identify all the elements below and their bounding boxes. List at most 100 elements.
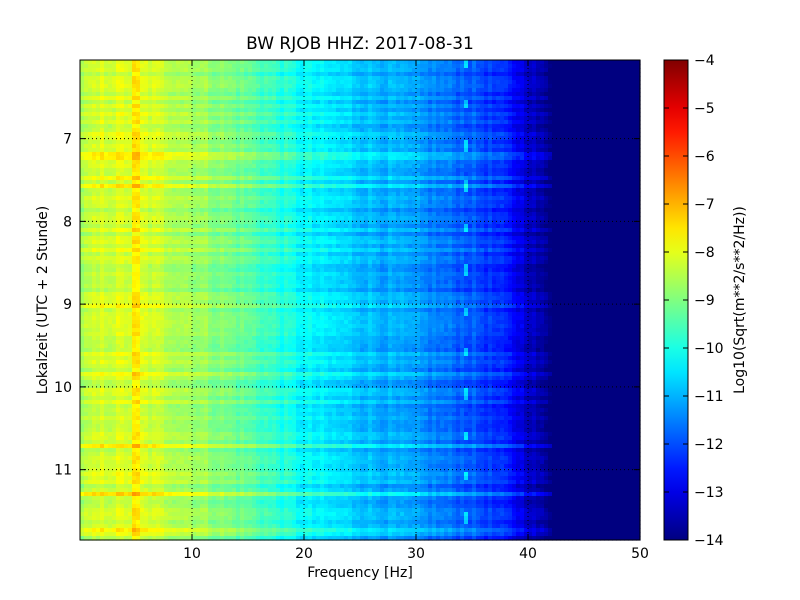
heatmap-cell bbox=[264, 84, 269, 89]
heatmap-cell bbox=[320, 132, 325, 137]
heatmap-cell bbox=[496, 60, 501, 65]
heatmap-cell bbox=[376, 132, 381, 137]
heatmap-cell bbox=[132, 132, 137, 137]
heatmap-cell bbox=[420, 100, 425, 105]
heatmap-cell bbox=[576, 172, 581, 177]
heatmap-cell bbox=[356, 128, 361, 133]
heatmap-cell bbox=[504, 180, 509, 185]
heatmap-cell bbox=[504, 148, 509, 153]
heatmap-cell bbox=[204, 196, 209, 201]
heatmap-cell bbox=[92, 180, 97, 185]
heatmap-cell bbox=[632, 188, 637, 193]
heatmap-cell bbox=[292, 160, 297, 165]
heatmap-cell bbox=[568, 112, 573, 117]
heatmap-cell bbox=[552, 176, 557, 181]
heatmap-cell bbox=[248, 120, 253, 125]
heatmap-cell bbox=[264, 80, 269, 85]
heatmap-cell bbox=[168, 160, 173, 165]
heatmap-cell bbox=[488, 68, 493, 73]
heatmap-cell bbox=[280, 108, 285, 113]
heatmap-cell bbox=[612, 196, 617, 201]
heatmap-cell bbox=[312, 76, 317, 81]
heatmap-cell bbox=[180, 100, 185, 105]
heatmap-cell bbox=[252, 196, 257, 201]
chart-title: BW RJOB HHZ: 2017-08-31 bbox=[246, 34, 474, 54]
heatmap-cell bbox=[276, 64, 281, 69]
heatmap-cell bbox=[444, 88, 449, 93]
heatmap-cell bbox=[480, 104, 485, 109]
heatmap-cell bbox=[620, 96, 625, 101]
heatmap-cell bbox=[208, 188, 213, 193]
heatmap-cell bbox=[548, 76, 553, 81]
heatmap-cell bbox=[600, 180, 605, 185]
heatmap-cell bbox=[448, 100, 453, 105]
heatmap-cell bbox=[520, 156, 525, 161]
heatmap-cell bbox=[200, 172, 205, 177]
heatmap-cell bbox=[304, 144, 309, 149]
heatmap-cell bbox=[536, 148, 541, 153]
heatmap-cell bbox=[372, 120, 377, 125]
heatmap-cell bbox=[300, 200, 305, 205]
heatmap-cell bbox=[260, 116, 265, 121]
heatmap-cell bbox=[532, 176, 537, 181]
heatmap-cell bbox=[568, 164, 573, 169]
heatmap-cell bbox=[340, 172, 345, 177]
heatmap-cell bbox=[164, 148, 169, 153]
heatmap-cell bbox=[264, 100, 269, 105]
heatmap-cell bbox=[120, 196, 125, 201]
heatmap-cell bbox=[136, 140, 141, 145]
heatmap-cell bbox=[636, 152, 641, 157]
heatmap-cell bbox=[120, 172, 125, 177]
heatmap-cell bbox=[404, 176, 409, 181]
heatmap-cell bbox=[464, 72, 469, 77]
heatmap-cell bbox=[96, 192, 101, 197]
heatmap-cell bbox=[432, 180, 437, 185]
heatmap-cell bbox=[256, 112, 261, 117]
heatmap-cell bbox=[424, 92, 429, 97]
heatmap-cell bbox=[560, 140, 565, 145]
heatmap-cell bbox=[336, 168, 341, 173]
heatmap-cell bbox=[532, 104, 537, 109]
heatmap-cell bbox=[596, 80, 601, 85]
heatmap-cell bbox=[312, 72, 317, 77]
heatmap-cell bbox=[140, 84, 145, 89]
heatmap-cell bbox=[252, 92, 257, 97]
heatmap-cell bbox=[372, 168, 377, 173]
heatmap-cell bbox=[236, 164, 241, 169]
heatmap-cell bbox=[332, 108, 337, 113]
heatmap-cell bbox=[548, 120, 553, 125]
heatmap-cell bbox=[332, 152, 337, 157]
heatmap-cell bbox=[92, 84, 97, 89]
heatmap-cell bbox=[480, 128, 485, 133]
heatmap-cell bbox=[140, 156, 145, 161]
heatmap-cell bbox=[160, 168, 165, 173]
heatmap-cell bbox=[464, 156, 469, 161]
heatmap-cell bbox=[544, 148, 549, 153]
heatmap-cell bbox=[400, 84, 405, 89]
heatmap-cell bbox=[440, 172, 445, 177]
heatmap-cell bbox=[460, 160, 465, 165]
heatmap-cell bbox=[248, 144, 253, 149]
heatmap-cell bbox=[336, 192, 341, 197]
heatmap-cell bbox=[156, 100, 161, 105]
heatmap-cell bbox=[392, 64, 397, 69]
heatmap-cell bbox=[84, 80, 89, 85]
heatmap-cell bbox=[488, 148, 493, 153]
heatmap-cell bbox=[428, 104, 433, 109]
heatmap-cell bbox=[328, 144, 333, 149]
heatmap-cell bbox=[132, 200, 137, 205]
heatmap-cell bbox=[412, 92, 417, 97]
heatmap-cell bbox=[256, 200, 261, 205]
heatmap-cell bbox=[464, 88, 469, 93]
heatmap-cell bbox=[480, 164, 485, 169]
heatmap-cell bbox=[472, 104, 477, 109]
heatmap-cell bbox=[428, 108, 433, 113]
heatmap-cell bbox=[584, 68, 589, 73]
heatmap-cell bbox=[440, 72, 445, 77]
heatmap-cell bbox=[464, 120, 469, 125]
heatmap-cell bbox=[360, 176, 365, 181]
heatmap-cell bbox=[308, 196, 313, 201]
heatmap-cell bbox=[268, 152, 273, 157]
heatmap-cell bbox=[176, 148, 181, 153]
heatmap-cell bbox=[360, 88, 365, 93]
